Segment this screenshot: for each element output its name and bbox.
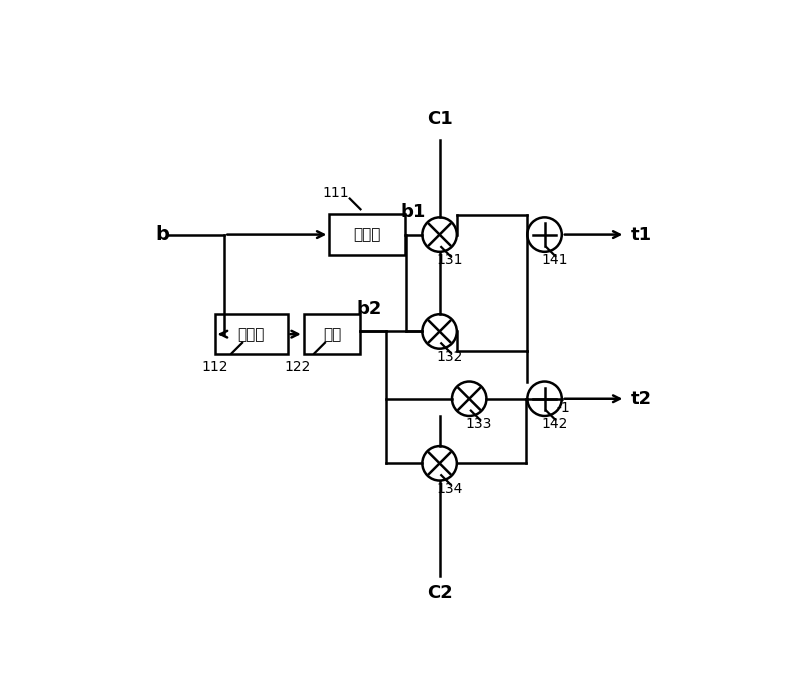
Text: 142: 142 [541,417,567,431]
Text: 134: 134 [436,482,462,496]
Text: b2: b2 [357,300,382,318]
Text: 131: 131 [436,254,462,268]
Bar [215,314,287,354]
Text: 下抽样: 下抽样 [238,326,265,342]
Text: 133: 133 [466,417,492,431]
Text: 下抽样: 下抽样 [354,227,381,242]
Text: 112: 112 [202,360,229,374]
Bar [330,215,405,254]
Text: 141: 141 [541,254,567,268]
Text: b1: b1 [401,203,426,221]
Text: t1: t1 [631,226,652,243]
Text: C1: C1 [426,110,453,128]
Text: C2: C2 [426,584,453,602]
Bar [304,314,360,354]
Text: 冠叶: 冠叶 [323,326,341,342]
Text: -1: -1 [557,401,570,415]
Text: b: b [155,225,170,244]
Text: 122: 122 [285,360,311,374]
Text: 132: 132 [436,350,462,363]
Text: t2: t2 [631,390,652,408]
Text: 111: 111 [322,186,349,200]
